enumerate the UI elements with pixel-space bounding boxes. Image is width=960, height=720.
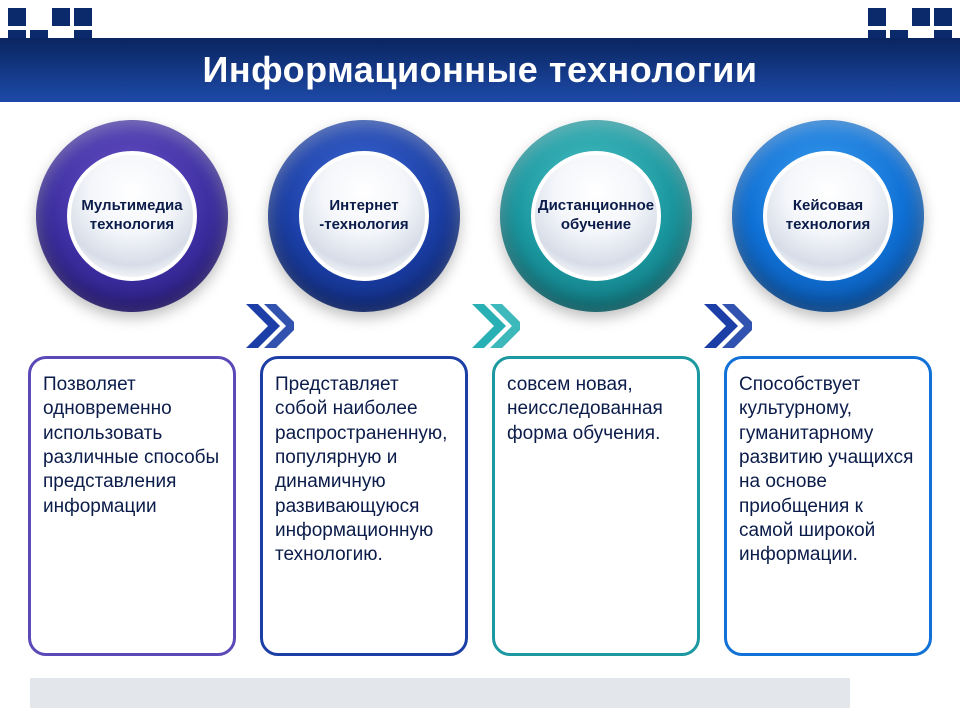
circle-ring: Мультимедиа технология <box>36 120 228 312</box>
page-title: Информационные технологии <box>202 49 757 91</box>
decoration-square <box>8 8 26 26</box>
circle-inner: Дистанционное обучение <box>531 151 661 281</box>
description-text: совсем новая, неисследованная форма обуч… <box>507 373 685 446</box>
description-box: Способствует культурному, гуманитарному … <box>724 356 932 656</box>
header-band: Информационные технологии <box>0 38 960 102</box>
decoration-square <box>52 8 70 26</box>
description-text: Способствует культурному, гуманитарному … <box>739 373 917 568</box>
decoration-square <box>868 8 886 26</box>
description-box: совсем новая, неисследованная форма обуч… <box>492 356 700 656</box>
circle-ring: Кейсовая технология <box>732 120 924 312</box>
circle-inner: Мультимедиа технология <box>67 151 197 281</box>
decoration-square <box>890 8 908 26</box>
decoration-square <box>934 8 952 26</box>
decoration-square <box>912 8 930 26</box>
circle-label: Мультимедиа технология <box>81 197 182 235</box>
boxes-row: Позволяет одновременно использовать разл… <box>0 356 960 656</box>
decoration-square <box>30 8 48 26</box>
circle-label: Интернет -технология <box>319 197 408 235</box>
description-box: Представляет собой наиболее распростране… <box>260 356 468 656</box>
circle-item: Кейсовая технология <box>728 120 928 312</box>
circle-item: Мультимедиа технология <box>32 120 232 312</box>
decoration-square <box>74 8 92 26</box>
circle-label: Дистанционное обучение <box>538 197 654 235</box>
description-text: Представляет собой наиболее распростране… <box>275 373 453 568</box>
circle-item: Дистанционное обучение <box>496 120 696 312</box>
circle-label: Кейсовая технология <box>786 197 870 235</box>
circle-inner: Интернет -технология <box>299 151 429 281</box>
footer-band <box>30 678 850 708</box>
circle-ring: Интернет -технология <box>268 120 460 312</box>
circle-inner: Кейсовая технология <box>763 151 893 281</box>
circles-row: Мультимедиа технология Интернет -технолог… <box>0 120 960 312</box>
description-text: Позволяет одновременно использовать разл… <box>43 373 221 519</box>
circle-item: Интернет -технология <box>264 120 464 312</box>
circle-ring: Дистанционное обучение <box>500 120 692 312</box>
description-box: Позволяет одновременно использовать разл… <box>28 356 236 656</box>
